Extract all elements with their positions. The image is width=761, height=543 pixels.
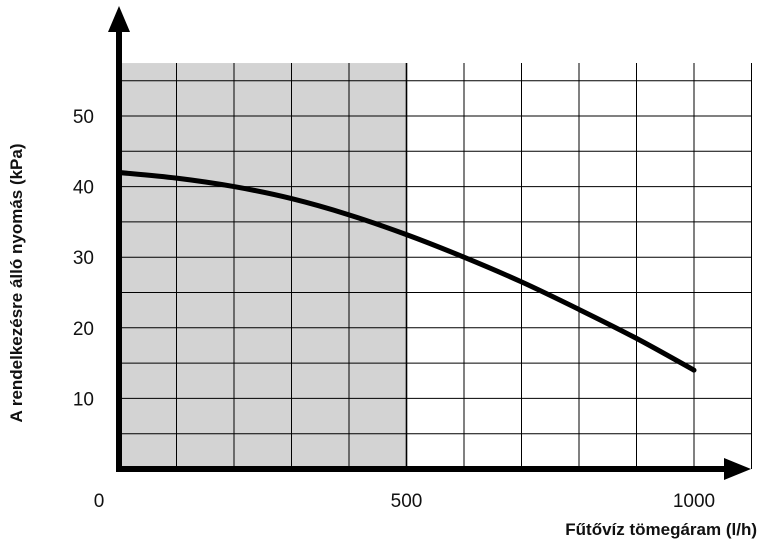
x-tick-label: 500 [391, 491, 423, 512]
y-tick-label: 20 [73, 319, 94, 340]
y-tick-label: 10 [73, 389, 94, 410]
grid [118, 63, 752, 469]
x-tick-label: 1000 [673, 491, 715, 512]
shaded-region [119, 63, 407, 470]
y-tick-label: 50 [73, 107, 94, 128]
x-axis-title: Fűtővíz tömegáram (l/h) [565, 520, 757, 539]
x-tick-label: 0 [94, 491, 105, 512]
y-tick-label: 30 [73, 248, 94, 269]
y-axis-arrow-icon [108, 6, 130, 32]
x-axis-arrow-icon [724, 458, 751, 480]
y-axis-title: A rendelkezésre álló nyomás (kPa) [7, 143, 26, 422]
y-tick-label: 40 [73, 178, 94, 199]
series-line [116, 169, 697, 373]
